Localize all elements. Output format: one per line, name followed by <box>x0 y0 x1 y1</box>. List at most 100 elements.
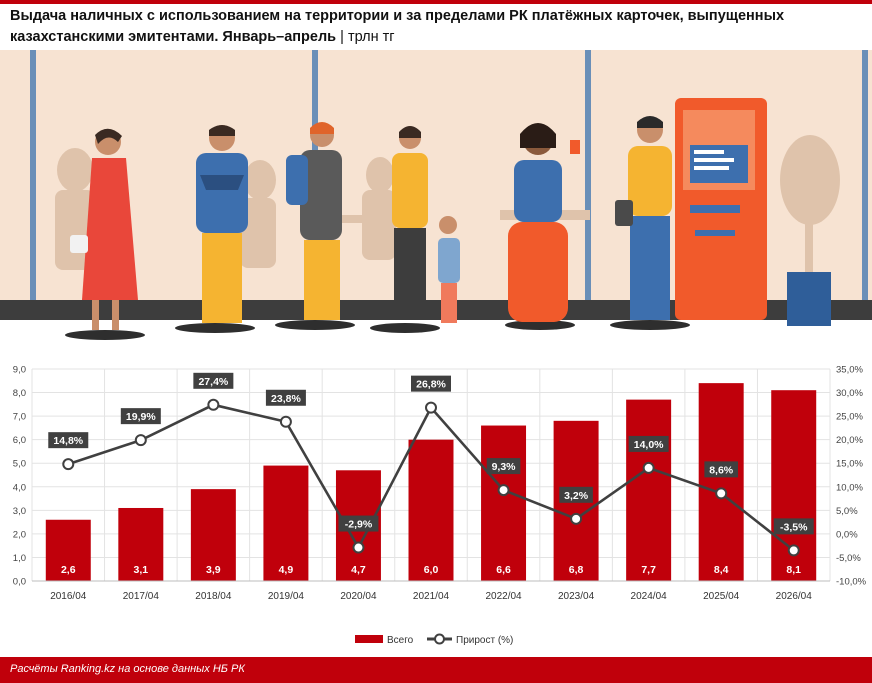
line-value-label: -3,5% <box>780 521 808 533</box>
line-point <box>570 512 583 525</box>
bar-value-label: 6,8 <box>569 564 584 576</box>
legend-line-label: Прирост (%) <box>456 635 513 646</box>
y-left-tick-label: 3,0 <box>13 506 26 517</box>
bar-value-label: 3,9 <box>206 564 221 576</box>
y-left-tick-label: 7,0 <box>13 412 26 423</box>
line-value-label-box <box>48 432 89 449</box>
title-separator: | <box>340 29 344 45</box>
line-point <box>715 487 728 500</box>
y-right-tick-label: 15,0% <box>836 459 863 470</box>
line-value-label: 26,8% <box>416 379 446 391</box>
line-value-label: 14,8% <box>53 435 83 447</box>
y-left-tick-label: 9,0 <box>13 365 26 376</box>
line-value-label: 8,6% <box>709 464 734 476</box>
x-tick-label: 2018/04 <box>195 591 232 602</box>
x-tick-label: 2020/04 <box>340 591 377 602</box>
y-left-tick-label: 8,0 <box>13 388 26 399</box>
x-tick-label: 2021/04 <box>413 591 450 602</box>
bar-value-label: 4,9 <box>279 564 294 576</box>
line-value-label: 14,0% <box>634 439 664 451</box>
bar <box>263 465 309 581</box>
x-tick-label: 2025/04 <box>703 591 740 602</box>
line-value-label-box <box>120 408 161 425</box>
line-value-label-box <box>265 389 306 406</box>
top-accent-bar <box>0 0 872 4</box>
left-axis: 0,0 1,0 2,0 3,0 4,0 5,0 6,0 7,0 8,0 9,0 <box>13 365 26 588</box>
line-value-label: -2,9% <box>345 519 373 531</box>
y-right-tick-label: 10,0% <box>836 482 863 493</box>
line-value-label-box <box>704 461 738 478</box>
bar-value-label: 4,7 <box>351 564 366 576</box>
line-point <box>62 458 75 471</box>
line-point <box>279 415 292 428</box>
line-series: 14,8% 19,9% 27,4% 23,8% -2,9% 26,8% 9,3% 3,2% 14… <box>48 372 814 557</box>
y-right-tick-label: 0,0% <box>836 529 858 540</box>
x-tick-label: 2024/04 <box>631 591 668 602</box>
x-tick-label: 2017/04 <box>123 591 160 602</box>
x-tick-label: 2023/04 <box>558 591 595 602</box>
bar <box>698 383 744 581</box>
x-tick-label: 2016/04 <box>50 591 87 602</box>
line-point <box>134 434 147 447</box>
y-left-tick-label: 5,0 <box>13 459 26 470</box>
bar <box>118 507 164 581</box>
legend-line-marker <box>434 633 445 645</box>
y-left-tick-label: 1,0 <box>13 553 26 564</box>
x-tick-label: 2019/04 <box>268 591 305 602</box>
line-point <box>352 541 365 554</box>
y-right-tick-label: 35,0% <box>836 365 863 376</box>
legend: Всего Прирост (%) <box>355 633 513 646</box>
bar-value-label: 6,0 <box>424 564 439 576</box>
y-left-tick-label: 0,0 <box>13 577 26 588</box>
y-right-tick-label: -5,0% <box>836 553 861 564</box>
y-right-tick-label: -10,0% <box>836 577 867 588</box>
legend-bar-label: Всего <box>387 635 414 646</box>
x-tick-label: 2026/04 <box>776 591 813 602</box>
title-text: Выдача наличных с использованием на терр… <box>10 8 785 45</box>
page-title: Выдача наличных с использованием на терр… <box>10 6 860 48</box>
line-value-label-box <box>193 372 234 389</box>
line-value-label-box <box>411 375 451 392</box>
line-point <box>425 401 437 414</box>
bar <box>481 425 527 581</box>
bar-value-label: 7,7 <box>641 564 656 576</box>
bar-value-label: 6,6 <box>496 564 511 576</box>
y-right-tick-label: 25,0% <box>836 412 863 423</box>
bar-value-label: 8,1 <box>786 564 801 576</box>
y-right-tick-label: 30,0% <box>836 388 863 399</box>
line-value-label: 23,8% <box>271 393 301 405</box>
bar-value-label: 2,6 <box>61 564 76 576</box>
line-point <box>642 461 655 474</box>
bar-value-label: 8,4 <box>714 564 729 576</box>
right-axis: -10,0% -5,0% 0,0% 5,0% 10,0% 15,0% 20,0% 25,0% 3… <box>836 365 867 588</box>
y-left-tick-label: 2,0 <box>13 529 26 540</box>
line-point <box>787 544 800 557</box>
people-queue-at-atm-illustration <box>0 50 872 353</box>
y-left-tick-label: 6,0 <box>13 435 26 446</box>
line-value-label: 3,2% <box>564 490 589 502</box>
bar <box>408 439 454 581</box>
line-value-label-box <box>773 518 814 535</box>
line-value-label: 9,3% <box>492 461 517 473</box>
x-tick-label: 2022/04 <box>485 591 522 602</box>
line-point <box>497 484 510 497</box>
line-value-label: 19,9% <box>126 411 156 423</box>
y-left-tick-label: 4,0 <box>13 482 26 493</box>
chart: 0,0 1,0 2,0 3,0 4,0 5,0 6,0 7,0 8,0 9,0 -10,0% -5,… <box>13 365 867 647</box>
line-value-label-box <box>559 486 593 503</box>
bar <box>45 519 91 581</box>
line-value-label-box <box>486 458 521 475</box>
y-right-tick-label: 20,0% <box>836 435 863 446</box>
legend-bar-swatch <box>355 635 383 643</box>
line-value-label-box <box>338 515 379 532</box>
footer: Расчёты Ranking.kz на основе данных НБ Р… <box>0 657 872 683</box>
bar-value-label: 3,1 <box>134 564 149 576</box>
source-note: Расчёты Ranking.kz на основе данных НБ Р… <box>10 663 245 675</box>
line-point <box>207 398 220 411</box>
y-right-tick-label: 5,0% <box>836 506 858 517</box>
title-unit: трлн тг <box>347 29 395 45</box>
bar <box>626 399 672 581</box>
line-value-label: 27,4% <box>198 376 228 388</box>
x-axis: 2016/04 2017/04 2018/04 2019/04 2020/04 2021/… <box>32 580 830 602</box>
line-value-label-box <box>628 435 669 452</box>
